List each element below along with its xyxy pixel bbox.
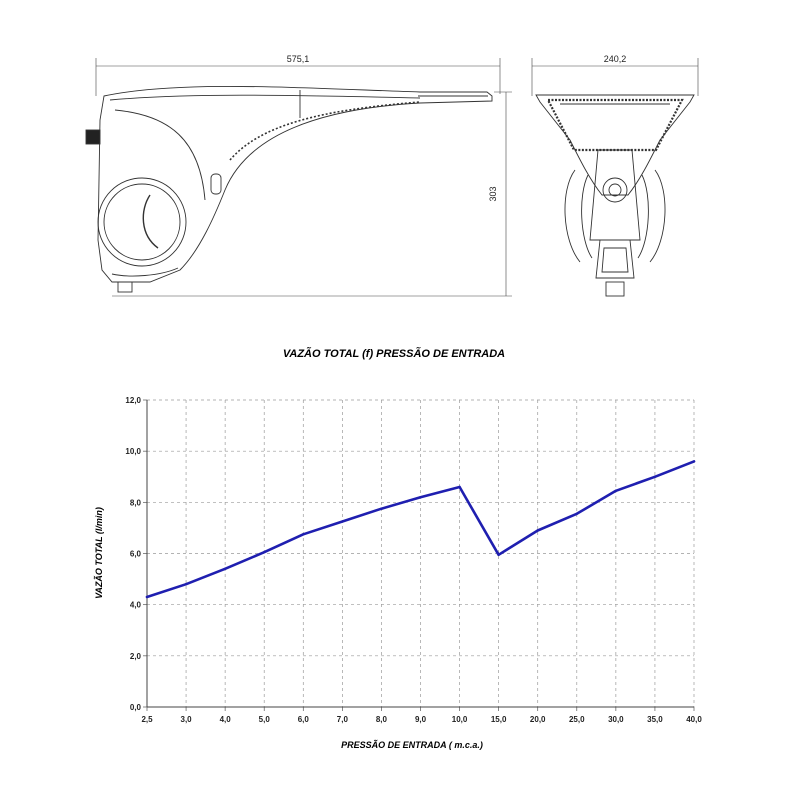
x-tick-label: 25,0 xyxy=(569,715,585,724)
x-tick-label: 10,0 xyxy=(452,715,468,724)
y-tick-label: 8,0 xyxy=(130,498,142,507)
front-view-drawing xyxy=(535,94,695,297)
x-tick-label: 7,0 xyxy=(337,715,349,724)
data-point xyxy=(653,475,657,478)
data-point xyxy=(341,520,344,523)
side-height-dimension: 303 xyxy=(488,186,498,201)
x-tick-label: 6,0 xyxy=(298,715,310,724)
side-view-drawing xyxy=(85,85,493,293)
y-tick-label: 4,0 xyxy=(130,601,142,610)
data-point xyxy=(419,496,422,499)
side-width-dimension: 575,1 xyxy=(287,54,310,64)
data-point xyxy=(575,512,578,516)
x-tick-label: 5,0 xyxy=(259,715,271,724)
data-point xyxy=(692,460,696,463)
x-tick-label: 4,0 xyxy=(220,715,232,724)
chart-grid xyxy=(147,399,695,707)
data-point xyxy=(497,553,500,556)
data-point xyxy=(184,583,188,586)
y-axis-title: VAZÃO TOTAL (l/min) xyxy=(94,507,104,599)
data-point xyxy=(302,533,305,536)
flow-pressure-chart: VAZÃO TOTAL (f) PRESSÃO DE ENTRADA 0,0 2,… xyxy=(94,347,702,750)
chart-title: VAZÃO TOTAL (f) PRESSÃO DE ENTRADA xyxy=(283,347,505,360)
y-tick-label: 6,0 xyxy=(130,550,142,559)
x-tick-label: 8,0 xyxy=(376,715,388,724)
front-dimension-lines xyxy=(531,58,699,96)
y-tick-label: 10,0 xyxy=(125,447,141,456)
data-point xyxy=(223,567,227,571)
x-tick-label: 20,0 xyxy=(530,715,546,724)
y-tick-label: 12,0 xyxy=(125,396,141,405)
x-tick-label: 9,0 xyxy=(415,715,427,724)
x-tick-label: 3,0 xyxy=(181,715,193,724)
data-point xyxy=(458,485,461,489)
x-tick-labels: 2,5 3,0 4,0 5,0 6,0 7,0 8,0 9,0 10,0 15,0 20,0 25,0… xyxy=(141,715,702,724)
y-tick-label: 0,0 xyxy=(130,703,142,712)
front-width-dimension: 240,2 xyxy=(604,54,627,64)
data-point xyxy=(263,551,266,554)
chart-series xyxy=(145,460,696,599)
x-tick-label: 40,0 xyxy=(686,715,702,724)
data-point xyxy=(380,507,383,510)
x-tick-label: 15,0 xyxy=(491,715,507,724)
side-dimension-lines xyxy=(95,58,512,297)
y-tick-labels: 0,0 2,0 4,0 6,0 8,0 10,0 12,0 xyxy=(125,396,141,712)
technical-drawings: 575,1 303 240,2 xyxy=(85,54,699,297)
chart-axes xyxy=(143,399,695,711)
x-axis-title: PRESSÃO DE ENTRADA ( m.c.a.) xyxy=(341,740,483,750)
x-tick-label: 2,5 xyxy=(141,715,153,724)
x-tick-label: 30,0 xyxy=(608,715,624,724)
data-point xyxy=(536,529,539,532)
data-point xyxy=(145,595,149,599)
y-tick-label: 2,0 xyxy=(130,652,142,661)
data-point xyxy=(614,489,618,493)
x-tick-label: 35,0 xyxy=(647,715,663,724)
